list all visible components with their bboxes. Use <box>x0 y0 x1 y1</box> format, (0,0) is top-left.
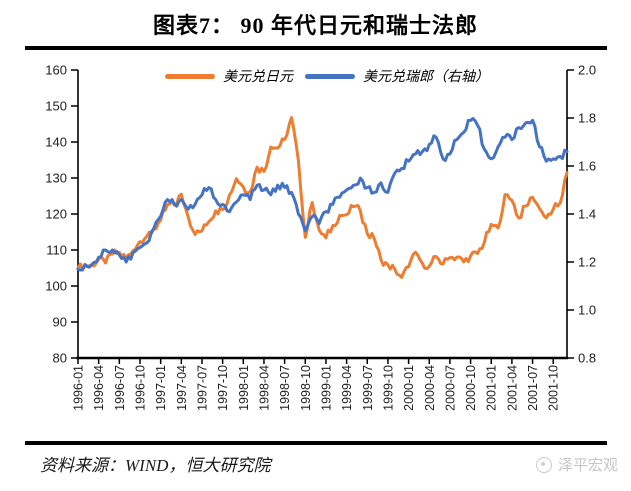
svg-text:80: 80 <box>53 351 67 366</box>
svg-text:1998-07: 1998-07 <box>278 365 292 411</box>
svg-text:2000-10: 2000-10 <box>464 365 478 411</box>
svg-text:1.6: 1.6 <box>578 159 596 174</box>
legend-swatch-usdchf <box>305 73 355 79</box>
legend-label-usdchf: 美元兑瑞郎（右轴） <box>363 70 489 85</box>
svg-text:1998-10: 1998-10 <box>299 365 313 411</box>
svg-text:1996-04: 1996-04 <box>92 365 106 411</box>
svg-text:2.0: 2.0 <box>578 63 596 78</box>
svg-text:1.8: 1.8 <box>578 111 596 126</box>
svg-text:1.2: 1.2 <box>578 255 596 270</box>
svg-text:2000-01: 2000-01 <box>402 365 416 411</box>
brand-logo: 泽平宏观 <box>535 454 618 475</box>
legend-label-usdjpy: 美元兑日元 <box>223 70 293 85</box>
source-text: 资料来源：WIND，恒大研究院 <box>40 456 271 475</box>
svg-text:1996-01: 1996-01 <box>72 365 86 411</box>
svg-text:1998-01: 1998-01 <box>237 365 251 411</box>
svg-text:1996-07: 1996-07 <box>113 365 127 411</box>
svg-text:1997-07: 1997-07 <box>195 365 209 411</box>
svg-text:1997-01: 1997-01 <box>154 365 168 411</box>
brand-logo-text: 泽平宏观 <box>557 457 618 474</box>
svg-text:2001-07: 2001-07 <box>526 365 540 411</box>
svg-text:2001-04: 2001-04 <box>505 365 519 411</box>
svg-text:1996-10: 1996-10 <box>133 365 147 411</box>
svg-text:140: 140 <box>45 135 67 150</box>
svg-text:0.8: 0.8 <box>578 351 596 366</box>
svg-text:1999-10: 1999-10 <box>381 365 395 411</box>
svg-text:1.0: 1.0 <box>578 303 596 318</box>
bottom-divider <box>25 441 607 445</box>
svg-text:150: 150 <box>45 99 67 114</box>
legend-swatch-usdjpy <box>165 73 215 79</box>
svg-text:2000-04: 2000-04 <box>423 365 437 411</box>
svg-text:2000-07: 2000-07 <box>443 365 457 411</box>
svg-text:90: 90 <box>53 315 67 330</box>
svg-text:1999-04: 1999-04 <box>340 365 354 411</box>
top-divider <box>25 46 607 50</box>
svg-text:2001-01: 2001-01 <box>485 365 499 411</box>
svg-text:1999-01: 1999-01 <box>319 365 333 411</box>
line-chart: 160 150 140 130 120 110 100 90 80 2.0 1.8 1.6 1.4 1.2… <box>45 63 596 411</box>
chart-legend: 美元兑日元 美元兑瑞郎（右轴） <box>165 66 501 86</box>
svg-text:100: 100 <box>45 279 67 294</box>
svg-text:110: 110 <box>46 243 67 258</box>
chart-title: 图表7： 90 年代日元和瑞士法郎 <box>152 13 478 38</box>
svg-text:1998-04: 1998-04 <box>257 365 271 411</box>
svg-text:160: 160 <box>45 63 67 78</box>
svg-text:1999-07: 1999-07 <box>361 365 375 411</box>
svg-text:130: 130 <box>45 171 67 186</box>
svg-text:1.4: 1.4 <box>578 207 596 222</box>
zeping-logo-icon <box>535 456 552 473</box>
svg-text:120: 120 <box>45 207 67 222</box>
svg-text:1997-04: 1997-04 <box>175 365 189 411</box>
svg-text:1997-10: 1997-10 <box>216 365 230 411</box>
svg-text:2001-10: 2001-10 <box>547 365 561 411</box>
